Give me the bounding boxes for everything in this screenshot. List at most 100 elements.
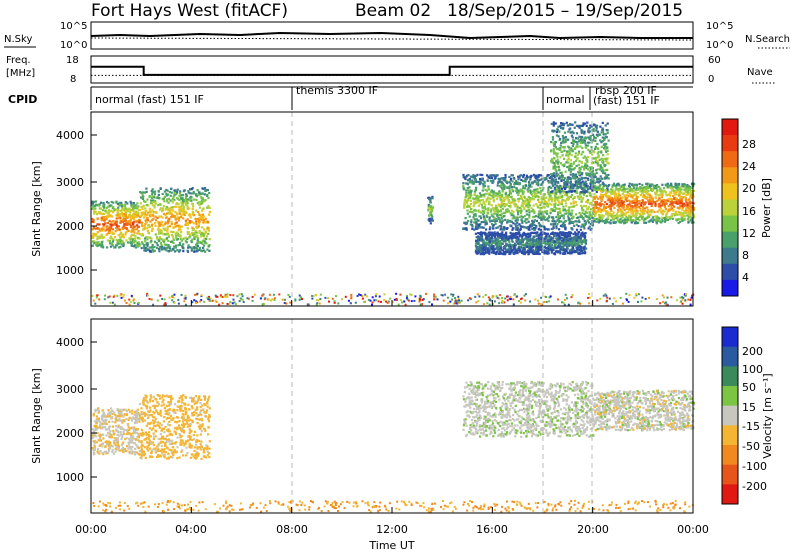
power-cell-3-407: [533, 215, 536, 218]
power-cell-5-445: [587, 188, 590, 191]
power-cell-5-126: [586, 184, 589, 188]
power-cell-3-548: [496, 193, 499, 196]
power-cell-4-404: [551, 236, 554, 240]
power-cell-1-695: [163, 238, 166, 241]
power-cell-0-210: [120, 211, 123, 214]
power-cell-5-435: [569, 164, 572, 167]
power-cell-3-1141: [528, 225, 531, 228]
power-cell-5-82: [553, 167, 557, 170]
power-cell-5-319: [559, 191, 562, 194]
power-cell-5-585: [578, 170, 581, 173]
power-cell-1-387: [173, 194, 176, 197]
power-cell-3-384: [488, 218, 491, 221]
power-cell-0-456: [95, 213, 99, 216]
power-cell-3-768: [542, 206, 545, 209]
power-cell-0-159: [129, 217, 132, 220]
power-cell-3-29: [507, 195, 510, 199]
power-cell-5-405: [555, 131, 558, 134]
power-cell-4-602: [540, 239, 543, 243]
power-cell-3-846: [473, 202, 476, 205]
power-cell-5-325: [572, 168, 575, 171]
power-cell-4-847: [566, 238, 569, 241]
power-cell-4-809: [541, 241, 544, 245]
power-cell-3-1329: [536, 177, 539, 180]
power-cell-6-461: [616, 209, 620, 212]
power-cell-3-969: [509, 191, 512, 194]
power-cell-3-579: [482, 183, 485, 186]
power-cell-3-560: [531, 220, 534, 223]
power-cell-3-700: [504, 211, 507, 214]
power-cell-5-66: [584, 122, 587, 125]
power-cell-4-1012: [540, 234, 543, 237]
power-cell-5-167: [561, 135, 564, 138]
power-cell-4-922: [545, 246, 548, 250]
power-cell-3-569: [544, 218, 547, 222]
power-cell-3-293: [474, 212, 477, 216]
power-cell-3-874: [539, 178, 542, 181]
power-cell-0-66: [94, 210, 97, 213]
power-cell-3-363: [488, 200, 491, 203]
power-cell-3-887: [548, 216, 551, 219]
power-cell-4-1015: [475, 236, 478, 239]
power-cell-1-426: [158, 221, 161, 224]
power-cell-0-460: [96, 226, 99, 229]
power-cell-4-783: [555, 232, 558, 235]
power-cell-5-528: [559, 171, 562, 175]
power-cell-0-169: [96, 231, 99, 234]
power-cell-1-661: [204, 230, 207, 233]
power-cell-0-423: [103, 216, 107, 219]
power-cell-1-349: [198, 240, 201, 243]
power-cell-0-183: [105, 206, 108, 209]
power-cell-3-453: [586, 215, 589, 218]
power-cell-5-199: [574, 155, 577, 158]
power-cell-1-643: [190, 188, 193, 191]
power-cell-1-481: [140, 234, 143, 237]
power-cell-6-568: [663, 187, 666, 190]
power-cell-3-1168: [570, 214, 573, 217]
power-cell-1-190: [191, 210, 194, 213]
power-cell-3-988: [490, 204, 493, 207]
power-cell-1-408: [204, 189, 207, 193]
power-cell-4-864: [543, 246, 546, 249]
power-cell-4-356: [511, 244, 514, 247]
power-cell-1-158: [201, 233, 204, 236]
power-cell-3-385: [513, 216, 516, 219]
power-cell-1-345: [207, 227, 210, 230]
power-cell-3-1311: [488, 197, 491, 200]
power-cell-0-202: [115, 221, 118, 224]
power-cell-1-287: [170, 222, 173, 226]
power-cell-5-164: [553, 186, 556, 189]
power-cell-3-834: [474, 178, 477, 181]
power-cell-3-773: [467, 191, 470, 194]
power-cell-1-708: [177, 203, 180, 206]
power-cell-1-71: [138, 216, 141, 219]
power-cell-4-968: [496, 245, 499, 248]
power-cell-5-102: [604, 172, 607, 175]
power-cell-4-338: [549, 241, 552, 244]
power-cell-3-1288: [471, 175, 474, 178]
power-cell-3-233: [510, 174, 513, 177]
power-cell-3-229: [465, 227, 468, 230]
power-cell-5-2: [552, 124, 555, 127]
power-cell-3-1181: [589, 222, 592, 226]
power-cell-1-367: [143, 200, 146, 203]
power-cell-6-372: [639, 214, 642, 217]
power-cell-1-538: [198, 231, 201, 234]
power-cell-4-974: [497, 242, 501, 245]
power-cell-6-272: [650, 209, 653, 212]
power-cell-3-769: [523, 187, 527, 190]
power-cell-3-91: [525, 198, 529, 201]
power-cell-3-114: [569, 182, 572, 185]
power-cell-6-324: [638, 182, 641, 186]
power-cell-0-457: [111, 231, 114, 234]
power-cell-1-591: [146, 245, 149, 248]
power-cell-1-623: [188, 235, 191, 238]
power-cell-3-968: [551, 227, 554, 230]
power-cell-3-1142: [481, 206, 484, 209]
power-cell-5-301: [585, 159, 588, 162]
power-cell-4-866: [578, 248, 581, 252]
power-cell-3-1026: [586, 207, 589, 211]
power-cell-3-1029: [543, 193, 546, 196]
power-cell-1-8: [184, 219, 187, 222]
power-cell-1-319: [179, 228, 182, 231]
